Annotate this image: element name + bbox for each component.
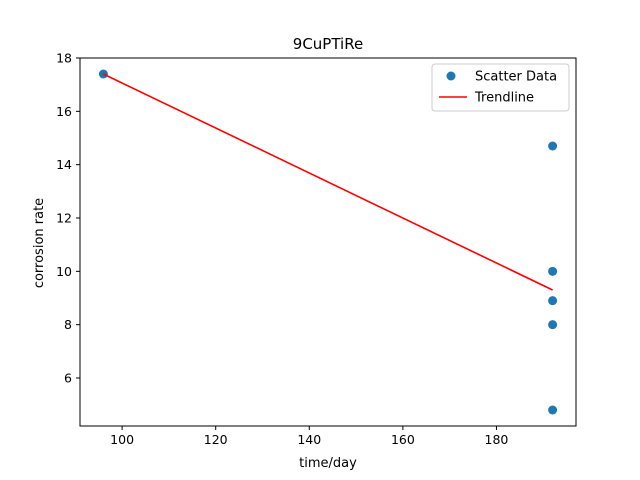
legend-entry-1: Trendline [474, 91, 534, 106]
chart-title: 9CuPTiRe [293, 35, 363, 53]
x-tick-label-180: 180 [485, 432, 509, 447]
x-tick-label-160: 160 [391, 432, 415, 447]
plot-frame [79, 57, 577, 427]
y-tick-label-18: 18 [56, 51, 72, 66]
plot-area [98, 69, 558, 415]
x-axis-label: time/day [299, 456, 357, 471]
y-tick-label-8: 8 [64, 317, 72, 332]
y-tick-label-6: 6 [64, 371, 72, 386]
scatter-point-4 [548, 320, 558, 330]
scatter-point-3 [548, 296, 558, 306]
x-tick-label-140: 140 [297, 432, 321, 447]
legend-point-marker [446, 71, 456, 81]
y-tick-label-14: 14 [56, 157, 72, 172]
scatter-point-5 [548, 405, 558, 415]
scatter-point-1 [548, 141, 558, 151]
y-tick-label-12: 12 [56, 211, 72, 226]
legend: Scatter Data Trendline [431, 63, 570, 112]
legend-entry-0: Scatter Data [475, 70, 557, 85]
trendline [103, 73, 553, 291]
y-tick-label-10: 10 [56, 264, 72, 279]
legend-box [431, 63, 570, 112]
y-axis-label: corrosion rate [32, 198, 47, 288]
scatter-point-2 [548, 266, 558, 276]
y-tick-label-16: 16 [56, 104, 72, 119]
x-tick-label-120: 120 [204, 432, 228, 447]
x-tick-label-100: 100 [110, 432, 134, 447]
axes: 100 120 140 160 180 6 8 10 12 14 16 18 [56, 51, 577, 447]
